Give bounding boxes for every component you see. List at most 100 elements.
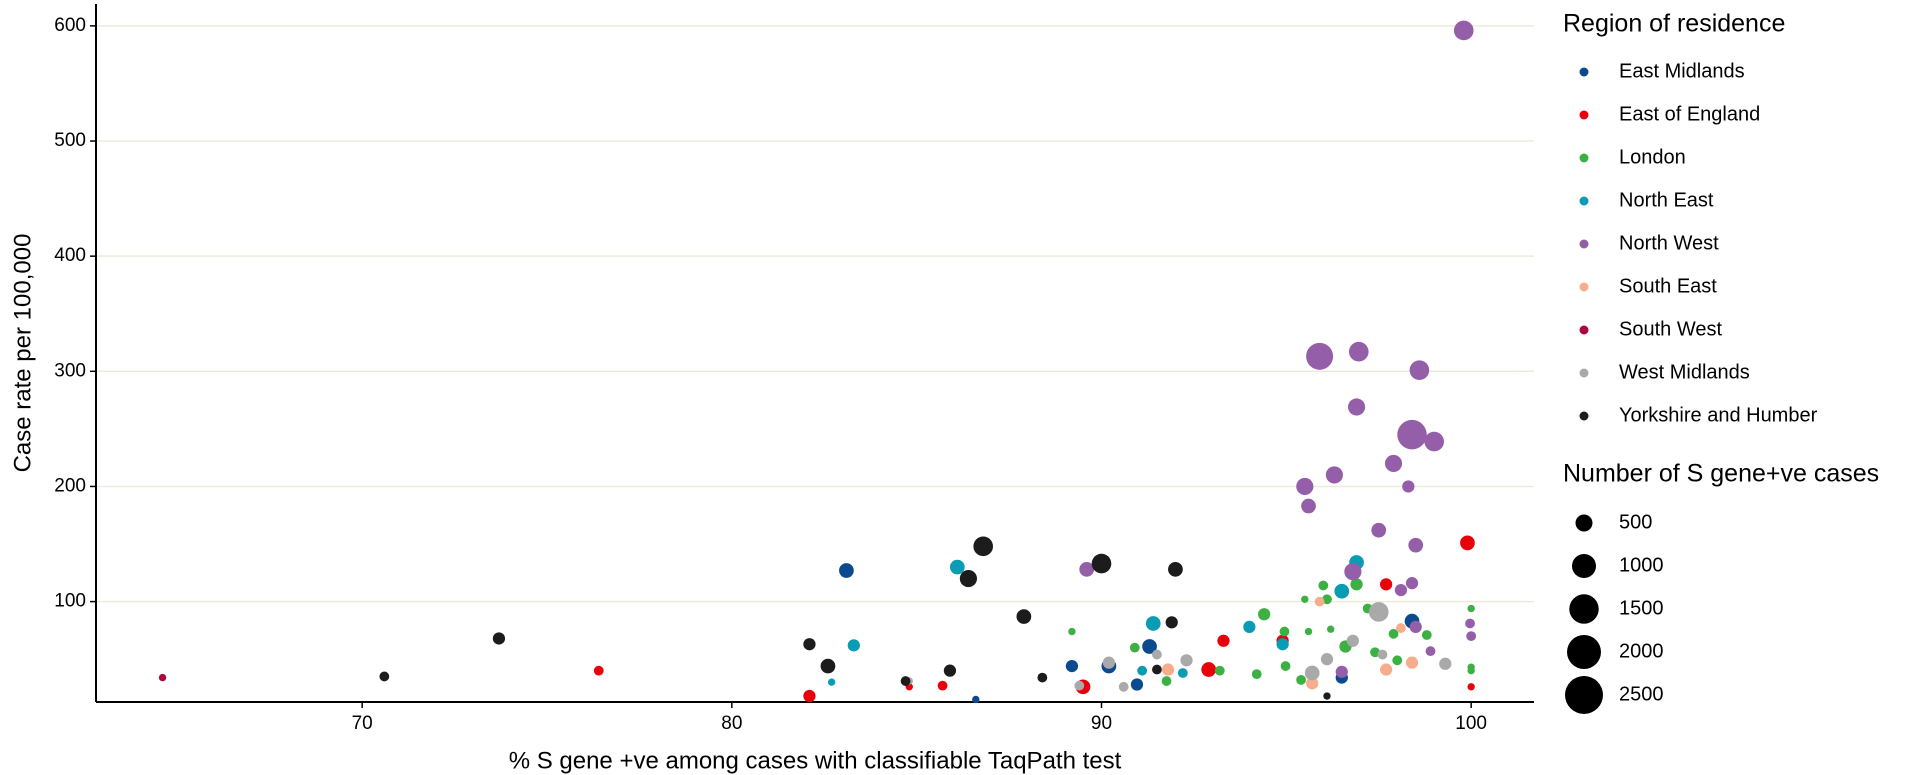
point [1296, 674, 1307, 685]
y-tick-label: 600 [54, 15, 86, 36]
point [827, 678, 836, 686]
point [972, 695, 980, 704]
point [1326, 625, 1335, 633]
point [1368, 602, 1389, 622]
size-legend-label: 500 [1619, 511, 1652, 533]
point [1318, 580, 1329, 591]
size-legend-circle [1567, 635, 1601, 669]
point [593, 665, 604, 676]
point [1467, 604, 1475, 613]
point [1165, 616, 1178, 629]
x-tick-label: 90 [1091, 713, 1112, 734]
point [1453, 20, 1474, 41]
point [839, 563, 854, 578]
point [1460, 535, 1475, 551]
point [1388, 628, 1399, 639]
point [379, 671, 390, 682]
size-legend-circle [1565, 676, 1603, 714]
point [803, 689, 816, 703]
x-axis-title: % S gene +ve among cases with classifiab… [509, 747, 1122, 774]
point [1037, 672, 1048, 683]
legend-label: West Midlands [1619, 361, 1750, 383]
point [1380, 578, 1393, 591]
point [943, 664, 957, 677]
point [1304, 627, 1313, 636]
point [820, 658, 836, 674]
point [1465, 618, 1475, 629]
point [1424, 431, 1444, 452]
point [1068, 627, 1076, 636]
point [1161, 663, 1175, 676]
point [847, 639, 860, 652]
legend-swatch [1579, 67, 1589, 77]
point [1145, 616, 1161, 631]
x-tick-label: 70 [352, 713, 373, 734]
point [1377, 649, 1388, 660]
point [1405, 577, 1419, 590]
legend-swatch [1579, 411, 1589, 421]
legend-swatch [1579, 196, 1589, 206]
point [1306, 677, 1319, 690]
point [1168, 561, 1183, 577]
point [1251, 669, 1262, 680]
y-tick-label: 500 [54, 130, 86, 151]
point [1346, 634, 1359, 647]
point [1325, 466, 1343, 484]
size-legend-label: 2500 [1619, 683, 1664, 705]
point [1243, 620, 1256, 634]
point [1396, 623, 1406, 633]
point [1314, 596, 1325, 607]
legend-label: East of England [1619, 103, 1760, 125]
legend-title: Region of residence [1563, 10, 1785, 38]
point [1142, 639, 1157, 654]
point [1296, 477, 1314, 496]
point [1347, 398, 1366, 416]
point [1322, 594, 1332, 605]
point [1405, 656, 1419, 669]
legend-swatch [1579, 239, 1589, 249]
point [1320, 653, 1334, 666]
point [1323, 692, 1331, 700]
point [1201, 662, 1217, 677]
size-legend-title: Number of S gene+ve cases [1563, 460, 1879, 488]
point [1118, 681, 1129, 692]
point [1467, 683, 1475, 691]
y-axis-title: Case rate per 100,000 [9, 234, 36, 473]
legend-swatch [1579, 110, 1589, 120]
point [1467, 666, 1475, 675]
point [937, 680, 948, 691]
point [1129, 642, 1140, 653]
point [1301, 595, 1309, 603]
point [1371, 522, 1387, 538]
point [1344, 563, 1362, 581]
y-tick-label: 100 [54, 591, 86, 612]
point [1466, 631, 1477, 642]
x-tick-label: 100 [1455, 713, 1487, 734]
point [1279, 626, 1290, 637]
legend-label: South West [1619, 318, 1722, 340]
point [1384, 454, 1403, 473]
point [1306, 342, 1334, 370]
point [1079, 561, 1095, 577]
legend-label: London [1619, 146, 1686, 168]
legend-swatch [1579, 282, 1589, 292]
point [492, 632, 506, 645]
point [1065, 659, 1079, 673]
point [1074, 680, 1085, 691]
point [1350, 578, 1363, 591]
legend-swatch [1579, 325, 1589, 335]
point [1409, 360, 1430, 380]
point [1130, 678, 1144, 691]
point [1152, 649, 1162, 660]
point [1439, 657, 1452, 670]
y-tick-label: 200 [54, 475, 86, 496]
point [900, 676, 911, 686]
point [1380, 663, 1393, 676]
point [1280, 661, 1291, 671]
point [1425, 646, 1436, 657]
point [1276, 638, 1289, 651]
legend-label: South East [1619, 275, 1717, 297]
point [1102, 656, 1116, 669]
size-legend-label: 1500 [1619, 597, 1664, 619]
